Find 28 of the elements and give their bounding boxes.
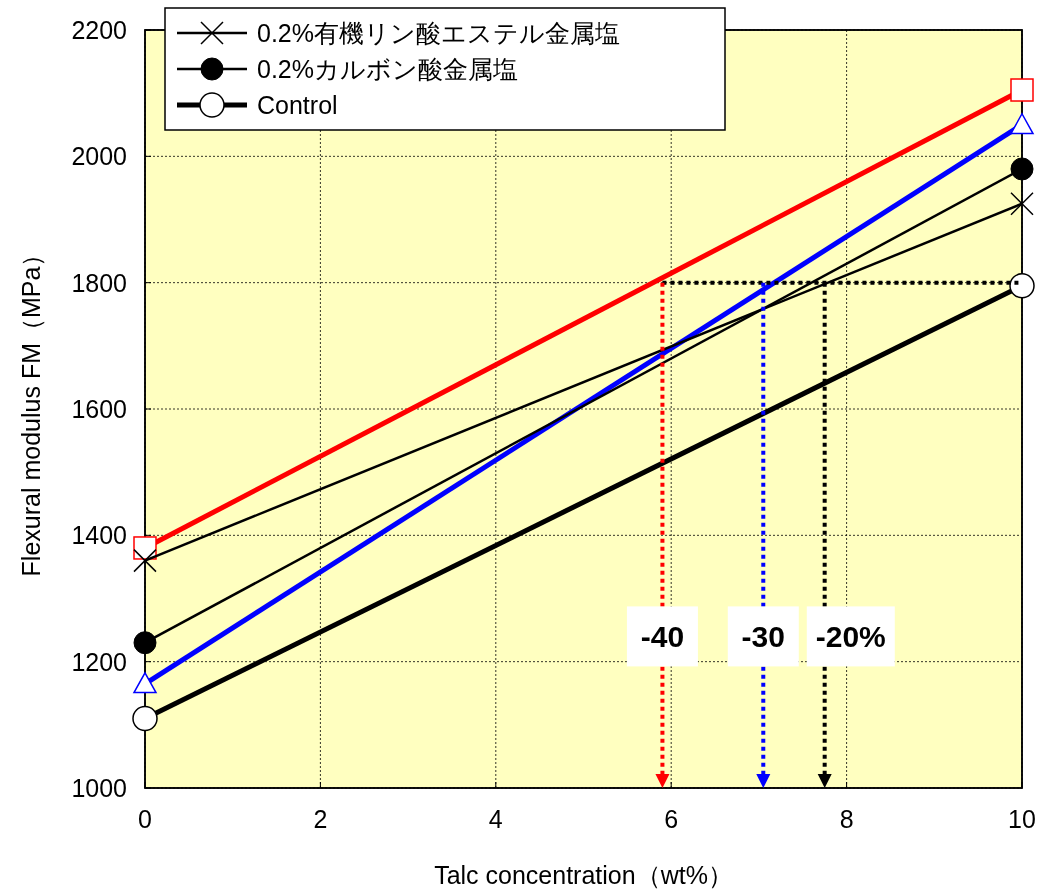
x-tick-label: 8 [839,805,854,833]
y-tick-label: 2200 [71,16,127,44]
y-tick-label: 1800 [71,268,127,297]
x-tick-label: 2 [313,805,328,833]
y-tick-label: 1200 [71,647,127,676]
legend-label: 0.2%カルボン酸金属塩 [257,55,518,83]
x-tick-label: 6 [664,805,679,833]
point [1010,191,1034,216]
x-tick-label: 0 [138,805,152,833]
legend-label: Control [257,91,338,119]
point [1010,78,1034,102]
point [1010,157,1034,181]
annotation: -30 [741,620,785,654]
point [133,631,157,655]
annotation: -40 [640,620,685,654]
y-tick-label: 1000 [71,774,127,802]
y-tick-label: 2000 [71,142,127,171]
legend-label: 0.2%有機リン酸エステル金属塩 [257,19,620,47]
annotation: -20% [815,620,886,654]
y-axis-title: Flexural modulus FM（MPa） [17,241,45,577]
point [132,705,158,732]
y-tick-label: 1600 [71,395,127,423]
y-tick-label: 1400 [71,521,127,550]
x-tick-label: 4 [488,805,503,833]
point [1009,273,1035,299]
point [133,548,157,573]
x-tick-label: 10 [1008,805,1036,833]
x-axis-title: Talc concentration（wt%） [434,861,733,889]
